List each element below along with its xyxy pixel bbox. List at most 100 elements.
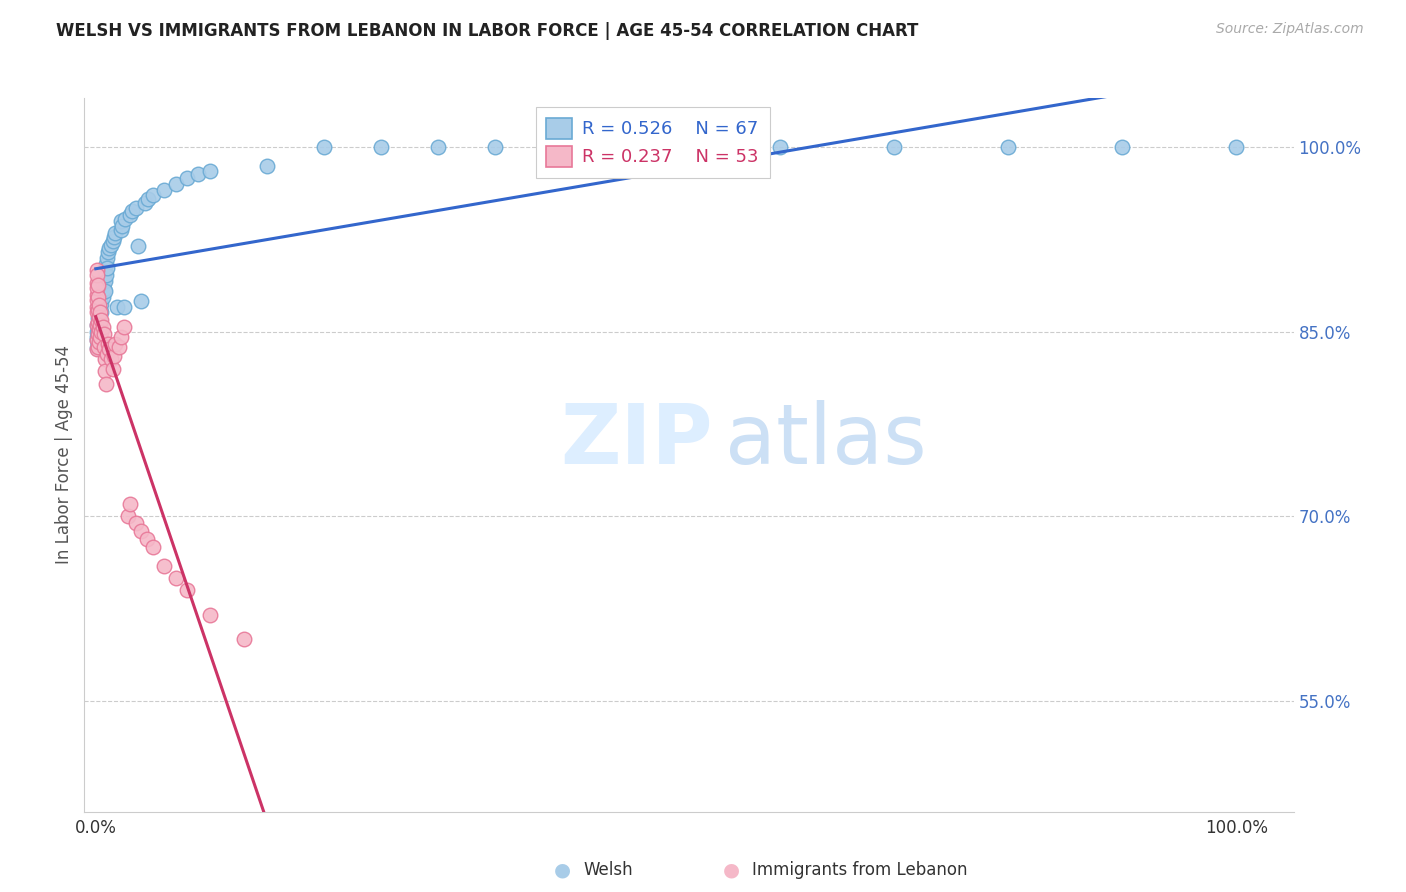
Point (94, 275, 117, 289)
Point (114, 211, 136, 226)
Text: Source: ZipAtlas.com: Source: ZipAtlas.com (1216, 22, 1364, 37)
Point (89, 310, 111, 325)
Point (94, 376, 117, 391)
Point (131, 294, 153, 309)
Point (90, 312, 112, 326)
Point (94, 257, 117, 271)
Point (484, 140, 506, 154)
Point (98, 342, 121, 356)
Point (89, 334, 111, 349)
Point (93, 282, 115, 296)
Point (118, 208, 141, 222)
Point (86, 342, 108, 356)
Point (89, 300, 111, 314)
Point (86, 334, 108, 348)
Point (87, 278, 110, 293)
Point (96, 260, 118, 275)
Point (86, 318, 108, 332)
Legend: R = 0.526    N = 67, R = 0.237    N = 53: R = 0.526 N = 67, R = 0.237 N = 53 (536, 107, 770, 178)
Point (769, 140, 792, 154)
Point (93, 272, 115, 286)
Point (86, 305, 108, 319)
Point (94, 351, 117, 366)
Point (165, 571, 187, 585)
Point (883, 140, 905, 154)
Point (110, 214, 132, 228)
Point (91, 290, 114, 304)
Point (94, 285, 117, 299)
Point (94, 364, 117, 378)
Point (87, 302, 110, 317)
Point (87, 315, 110, 329)
Point (89, 312, 111, 326)
Point (100, 351, 122, 366)
Point (89, 322, 111, 336)
Point (136, 192, 159, 206)
Point (86, 293, 108, 307)
Point (110, 330, 132, 344)
Point (153, 558, 176, 573)
Point (90, 296, 112, 310)
Point (198, 607, 221, 622)
Point (117, 509, 139, 524)
Point (153, 183, 176, 197)
Point (103, 230, 125, 244)
Point (86, 276, 108, 290)
Point (86, 280, 108, 294)
Point (100, 237, 122, 252)
Point (86, 300, 108, 314)
Point (90, 305, 112, 319)
Point (997, 140, 1019, 154)
Point (121, 204, 143, 219)
Point (1111, 140, 1133, 154)
Point (104, 227, 127, 241)
Point (93, 340, 115, 354)
Point (370, 140, 392, 154)
Point (87, 340, 110, 354)
Point (89, 305, 111, 319)
Point (89, 315, 111, 329)
Point (187, 168, 209, 182)
Point (89, 330, 111, 344)
Point (86, 325, 108, 339)
Text: atlas: atlas (725, 401, 927, 481)
Point (541, 140, 564, 154)
Point (96, 347, 118, 361)
Point (112, 300, 135, 314)
Point (101, 361, 124, 376)
Point (136, 532, 159, 546)
Point (142, 540, 165, 554)
Point (104, 337, 127, 351)
Point (233, 632, 256, 647)
Point (256, 159, 278, 173)
Point (96, 251, 118, 265)
Point (86, 341, 108, 355)
Point (107, 340, 129, 354)
Point (87, 335, 110, 350)
Point (134, 195, 156, 210)
Point (89, 318, 111, 332)
Point (427, 140, 450, 154)
Text: WELSH VS IMMIGRANTS FROM LEBANON IN LABOR FORCE | AGE 45-54 CORRELATION CHART: WELSH VS IMMIGRANTS FROM LEBANON IN LABO… (56, 22, 918, 40)
Point (87, 327, 110, 342)
Point (89, 322, 111, 336)
Point (198, 163, 221, 178)
Point (87, 318, 110, 333)
Point (111, 219, 134, 233)
Point (125, 201, 148, 215)
Point (86, 334, 108, 348)
Point (103, 350, 125, 364)
Point (91, 320, 114, 334)
Point (97, 337, 120, 351)
Point (90, 325, 112, 339)
Point (89, 294, 111, 309)
Point (127, 239, 149, 253)
Y-axis label: In Labor Force | Age 45-54: In Labor Force | Age 45-54 (55, 345, 73, 565)
Point (125, 516, 148, 530)
Point (1225, 140, 1247, 154)
Text: ZIP: ZIP (561, 401, 713, 481)
Point (86, 263, 108, 277)
Point (165, 178, 187, 192)
Point (86, 330, 108, 344)
Text: Immigrants from Lebanon: Immigrants from Lebanon (752, 861, 967, 879)
